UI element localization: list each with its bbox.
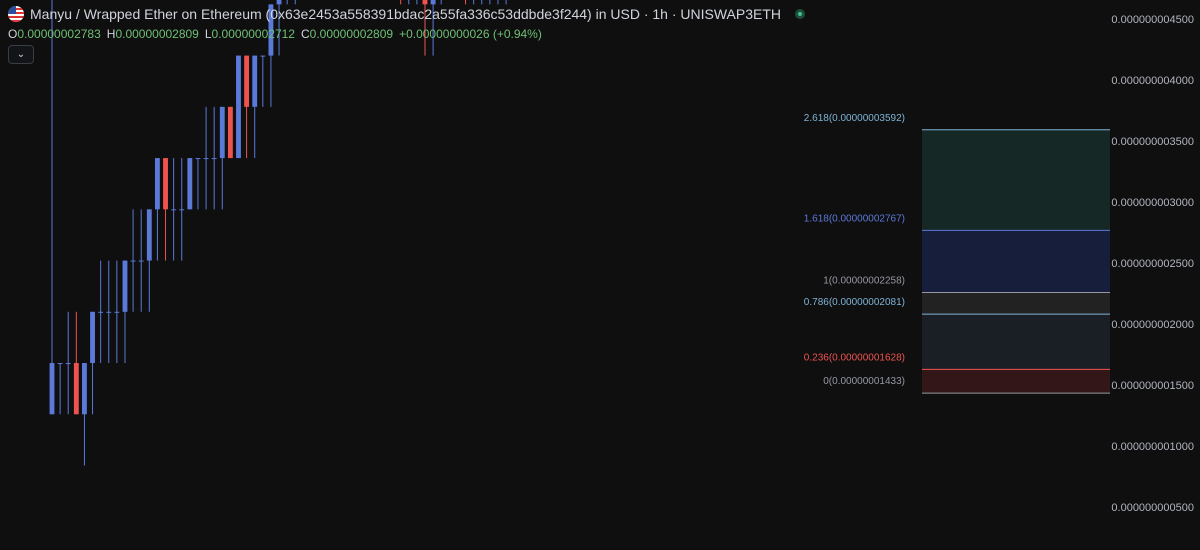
y-tick-label: 0.000000000500	[1111, 502, 1194, 514]
candle-body	[268, 4, 274, 56]
candle-body	[49, 363, 55, 415]
candle-body	[98, 311, 104, 313]
fib-zone	[922, 369, 1110, 394]
candle-body	[73, 363, 79, 415]
candle-body	[244, 55, 250, 107]
candle-body	[422, 0, 428, 5]
close-value: 0.00000002809	[309, 27, 394, 41]
candle-body	[252, 55, 258, 107]
fib-level-label: 1(0.00000002258)	[823, 276, 905, 287]
market-status-icon[interactable]	[795, 9, 806, 19]
chart-header: Manyu / Wrapped Ether on Ethereum (0x63e…	[8, 6, 806, 22]
candle-body	[146, 209, 152, 261]
low-value: 0.00000002712	[211, 27, 295, 41]
fib-zone	[922, 292, 1110, 315]
chevron-down-icon: ⌄	[16, 49, 26, 60]
candle-body	[122, 260, 128, 312]
y-tick-label: 0.000000004000	[1111, 75, 1194, 87]
y-tick-label: 0.000000004500	[1111, 14, 1194, 26]
symbol-title[interactable]: Manyu / Wrapped Ether on Ethereum (0x63e…	[30, 6, 782, 22]
candle-body	[187, 158, 193, 210]
high-label: H	[106, 27, 116, 41]
collapse-legend-button[interactable]: ⌄	[8, 45, 34, 64]
change-value: +0.00000000026 (+0.94%)	[399, 27, 542, 41]
fib-zone	[922, 230, 1110, 293]
candle-body	[138, 260, 144, 262]
candle-body	[227, 106, 233, 159]
y-tick-label: 0.000000001000	[1111, 441, 1194, 453]
low-label: L	[204, 27, 212, 41]
candle-body	[430, 0, 436, 5]
fib-level-label: 2.618(0.00000003592)	[804, 113, 905, 124]
candle-body	[219, 106, 225, 159]
y-tick-label: 0.000000003000	[1111, 197, 1194, 209]
fib-level-label: 0(0.00000001433)	[823, 376, 905, 387]
ohlc-legend: O0.00000002783 H0.00000002809 L0.0000000…	[8, 27, 542, 41]
candle-body	[57, 363, 63, 365]
candle-body	[276, 0, 282, 5]
fib-level-label: 0.786(0.00000002081)	[804, 297, 905, 308]
candle-body	[106, 311, 112, 313]
open-value: 0.00000002783	[17, 27, 101, 41]
fib-zone	[922, 129, 1110, 231]
candle-body	[195, 158, 201, 160]
fib-level-label: 0.236(0.00000001628)	[804, 352, 905, 363]
candle-body	[236, 55, 241, 159]
candle-body	[179, 209, 185, 211]
y-tick-label: 0.000000002500	[1111, 258, 1194, 270]
open-label: O	[8, 27, 18, 41]
candle-body	[82, 363, 87, 415]
candle-body	[154, 158, 160, 210]
candle-body	[211, 158, 217, 160]
candle-body	[114, 311, 120, 313]
candle-body	[65, 363, 71, 365]
us-flag-icon	[8, 6, 24, 22]
high-value: 0.00000002809	[115, 27, 199, 41]
close-label: C	[300, 27, 310, 41]
fib-zone	[922, 314, 1110, 370]
candle-body	[163, 158, 168, 210]
candle-body	[130, 260, 136, 262]
y-tick-label: 0.000000003500	[1111, 136, 1194, 148]
y-tick-label: 0.000000001500	[1111, 380, 1194, 392]
candle-body	[90, 311, 95, 364]
fib-level-label: 1.618(0.00000002767)	[804, 213, 905, 224]
candle-body	[171, 209, 177, 211]
candle-body	[260, 55, 266, 57]
y-tick-label: 0.000000002000	[1111, 319, 1194, 331]
candle-body	[203, 158, 209, 160]
